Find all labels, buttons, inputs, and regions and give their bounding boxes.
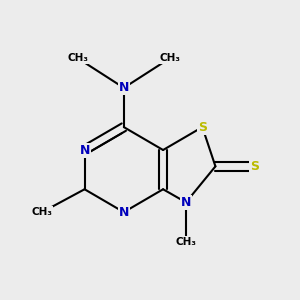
Text: S: S bbox=[250, 160, 259, 173]
Text: CH₃: CH₃ bbox=[32, 207, 52, 217]
Text: N: N bbox=[80, 143, 90, 157]
Text: CH₃: CH₃ bbox=[159, 53, 180, 63]
Text: N: N bbox=[181, 196, 191, 209]
Text: N: N bbox=[118, 81, 129, 94]
Text: CH₃: CH₃ bbox=[68, 53, 88, 63]
Text: N: N bbox=[118, 206, 129, 219]
Text: CH₃: CH₃ bbox=[176, 237, 197, 247]
Text: S: S bbox=[198, 121, 207, 134]
